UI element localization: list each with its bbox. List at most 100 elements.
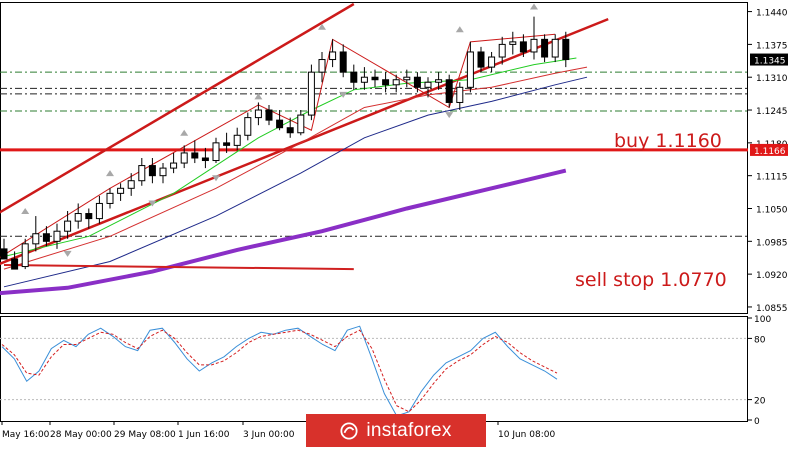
instaforex-logo-icon: [340, 421, 358, 440]
fractal-arrow-icon: [63, 250, 72, 257]
price-tick-label: 1.1115: [756, 173, 788, 183]
candle: [201, 147, 209, 169]
price-tick-label: 1.1440: [756, 9, 788, 19]
candle: [488, 51, 496, 73]
level-price-box: [750, 143, 788, 156]
current-price-box: [750, 53, 788, 66]
candle: [244, 112, 252, 141]
candle-body: [530, 38, 538, 53]
candle-body: [117, 187, 125, 194]
candle-body: [488, 56, 496, 68]
moving-average-line: [3, 57, 577, 257]
candle-body: [276, 119, 284, 129]
candle: [498, 36, 506, 65]
candle: [159, 163, 167, 184]
candle: [85, 208, 93, 229]
candle-body: [456, 86, 464, 103]
candle: [466, 41, 474, 93]
candle: [541, 34, 549, 63]
price-tick-label: 1.1050: [756, 205, 788, 215]
candle: [95, 195, 103, 224]
candle-body: [445, 79, 453, 103]
candle: [127, 173, 135, 196]
fractal-arrow-icon: [445, 112, 454, 119]
level-price-label: 1.1166: [754, 147, 786, 157]
candle: [148, 158, 156, 184]
candle: [233, 127, 241, 151]
osc-tick-label: 80: [754, 335, 766, 345]
fractal-arrow-icon: [339, 91, 348, 98]
x-axis-label: 29 May 08:00: [114, 430, 176, 440]
oscillator-panel-frame: [0, 316, 748, 422]
candle: [74, 203, 82, 229]
price-tick-label: 1.1310: [756, 74, 788, 84]
candle: [223, 132, 231, 153]
candle-body: [413, 76, 421, 88]
candle: [42, 226, 50, 247]
candle-body: [223, 142, 231, 146]
candle-body: [42, 233, 50, 242]
candle-body: [382, 79, 390, 86]
candle: [32, 216, 40, 252]
candle: [297, 110, 305, 136]
fractal-arrow-icon: [21, 208, 30, 215]
candle: [286, 117, 294, 138]
candle-body: [466, 51, 474, 88]
candle: [329, 39, 337, 68]
candle-body: [159, 167, 167, 177]
candle-body: [212, 142, 220, 162]
candle-body: [85, 213, 93, 220]
candle-body: [201, 157, 209, 162]
x-axis-label: 1 Jun 16:00: [178, 430, 230, 440]
candle: [424, 77, 432, 98]
osc-tick-label: 100: [754, 315, 771, 325]
candle-body: [180, 152, 188, 164]
oscillator-line: [1, 329, 558, 413]
price-tick-label: 1.0920: [756, 271, 788, 281]
candle-body: [191, 152, 199, 159]
candle: [265, 104, 273, 126]
candle-body: [541, 38, 549, 58]
candle-body: [297, 114, 305, 134]
moving-average-line: [3, 66, 588, 270]
candle-body: [509, 41, 517, 45]
candle: [0, 238, 8, 260]
candle: [11, 251, 19, 270]
candle: [339, 44, 347, 78]
candle: [307, 64, 315, 121]
fractal-arrow-icon: [180, 129, 189, 136]
candle-body: [265, 109, 273, 121]
candle: [360, 67, 368, 90]
fractal-arrow-icon: [254, 93, 263, 100]
candle: [530, 16, 538, 60]
candle-body: [74, 213, 82, 222]
candle-body: [562, 38, 570, 61]
candle-body: [360, 76, 368, 83]
candle-body: [170, 162, 178, 169]
candle-body: [233, 134, 241, 146]
candle: [254, 102, 262, 126]
fractal-arrow-icon: [106, 170, 114, 177]
price-tick-label: 1.0855: [756, 304, 788, 314]
x-axis-label: May 16:00: [2, 430, 50, 440]
candle-body: [53, 230, 61, 242]
candle: [180, 145, 188, 169]
fractal-arrow-icon: [148, 200, 157, 207]
candle: [551, 34, 559, 63]
candle-body: [435, 79, 443, 83]
candle-body: [403, 76, 411, 81]
channel-trend-line: [0, 17, 609, 266]
candle-body: [106, 192, 114, 204]
buy-annotation: buy 1.1160: [614, 130, 722, 152]
oscillator-line: [1, 325, 558, 417]
candle-body: [21, 243, 29, 268]
candle: [117, 183, 125, 201]
candle-body: [11, 258, 19, 270]
watermark-logo: instaforex: [306, 414, 486, 447]
candle-body: [148, 165, 156, 177]
candle: [276, 110, 284, 131]
candle: [371, 69, 379, 88]
candle-body: [138, 165, 146, 182]
